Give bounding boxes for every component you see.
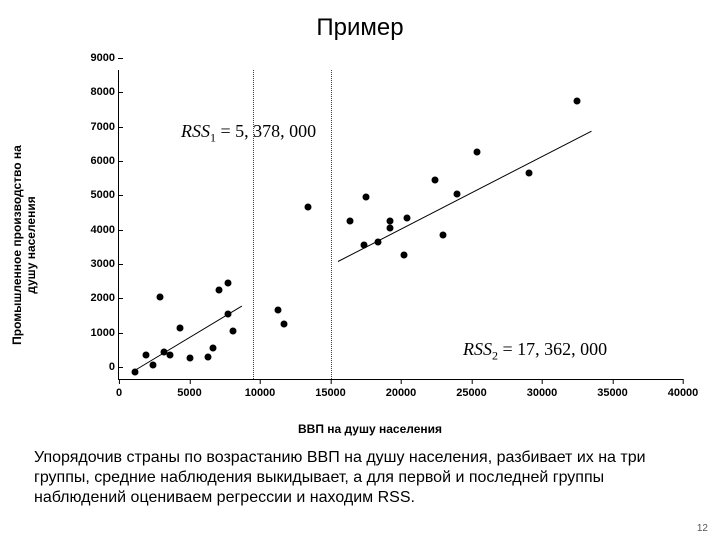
data-point: [216, 286, 223, 293]
rss-annotation: RSS1 = 5, 378, 000: [181, 121, 316, 146]
group-divider: [253, 70, 254, 379]
data-point: [454, 190, 461, 197]
y-tick: 7000: [75, 121, 115, 133]
x-axis-label: ВВП на душу населения: [50, 422, 690, 436]
caption-text: Упорядочив страны по возрастанию ВВП на …: [34, 448, 680, 508]
data-point: [403, 214, 410, 221]
page-number: 12: [697, 523, 708, 534]
rss-annotation: RSS2 = 17, 362, 000: [463, 339, 607, 364]
data-point: [224, 279, 231, 286]
data-point: [361, 242, 368, 249]
data-point: [386, 218, 393, 225]
data-point: [280, 321, 287, 328]
data-point: [224, 310, 231, 317]
page-title: Пример: [0, 0, 720, 42]
data-point: [347, 218, 354, 225]
data-point: [375, 238, 382, 245]
data-point: [142, 351, 149, 358]
y-tick: 3000: [75, 258, 115, 270]
data-point: [156, 293, 163, 300]
y-tick: 6000: [75, 155, 115, 167]
data-point: [230, 327, 237, 334]
data-point: [574, 97, 581, 104]
scatter-chart: Промышленное производство надушу населен…: [50, 60, 690, 430]
y-tick: 9000: [75, 52, 115, 64]
x-tick: 0: [116, 387, 122, 399]
y-tick: 5000: [75, 189, 115, 201]
data-point: [149, 362, 156, 369]
data-point: [474, 149, 481, 156]
x-tick: 15000: [315, 387, 346, 399]
data-point: [526, 170, 533, 177]
y-tick: 2000: [75, 292, 115, 304]
data-point: [204, 353, 211, 360]
data-point: [386, 224, 393, 231]
x-tick: 35000: [597, 387, 628, 399]
data-point: [362, 194, 369, 201]
data-point: [275, 307, 282, 314]
x-tick: 30000: [527, 387, 558, 399]
plot-area: 0100020003000400050006000700080009000050…: [118, 70, 683, 380]
data-point: [210, 345, 217, 352]
y-tick: 1000: [75, 327, 115, 339]
y-tick: 8000: [75, 86, 115, 98]
data-point: [400, 252, 407, 259]
data-point: [186, 355, 193, 362]
x-tick: 40000: [668, 387, 699, 399]
data-point: [431, 176, 438, 183]
y-tick: 4000: [75, 224, 115, 236]
data-point: [131, 369, 138, 376]
data-point: [440, 231, 447, 238]
x-tick: 20000: [386, 387, 417, 399]
data-point: [304, 204, 311, 211]
data-point: [166, 351, 173, 358]
data-point: [176, 324, 183, 331]
y-tick: 0: [75, 361, 115, 373]
group-divider: [331, 70, 332, 379]
x-tick: 5000: [177, 387, 201, 399]
y-axis-label: Промышленное производство надушу населен…: [10, 95, 38, 395]
x-tick: 25000: [456, 387, 487, 399]
x-tick: 10000: [245, 387, 276, 399]
